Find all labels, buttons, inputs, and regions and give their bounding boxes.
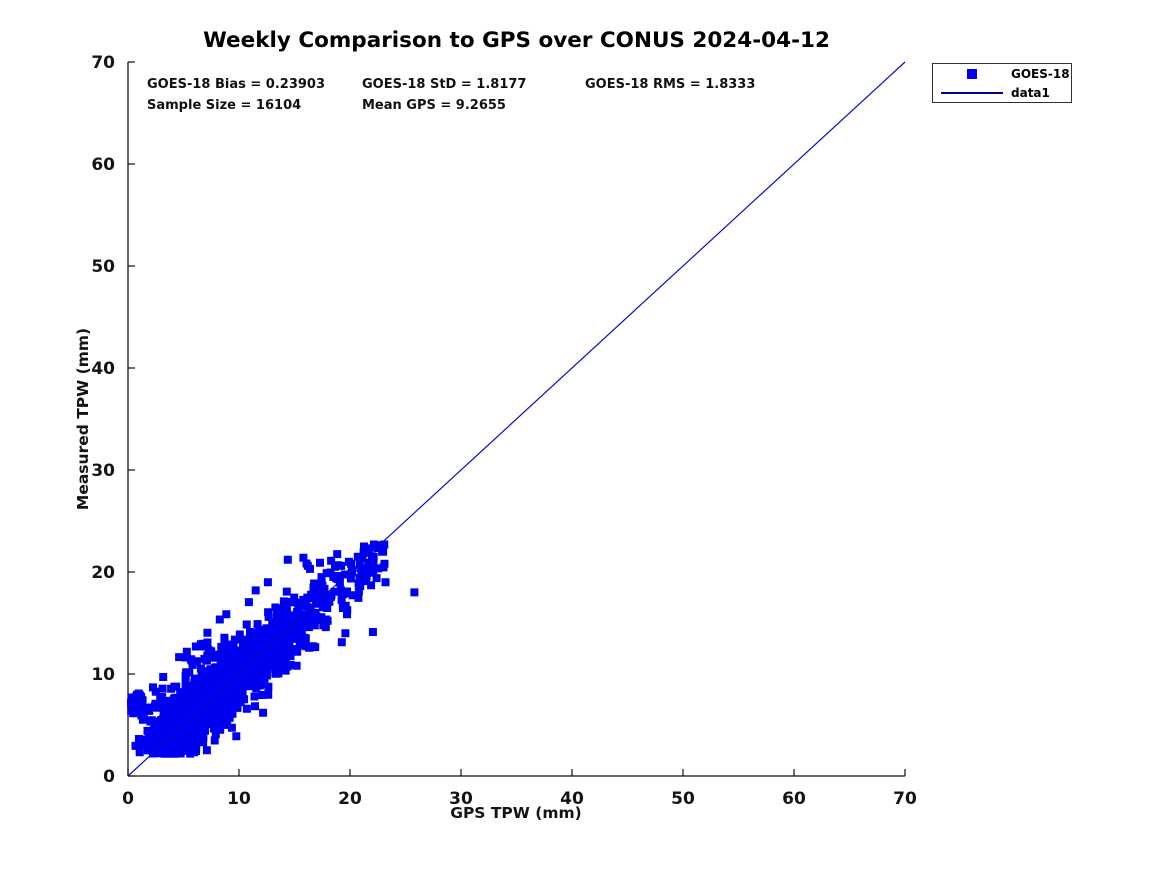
y-tick-label: 0 (103, 767, 115, 787)
axes-spines (127, 62, 905, 777)
y-tick-label: 20 (91, 563, 115, 583)
stat-rms: GOES-18 RMS = 1.8333 (585, 77, 756, 92)
x-tick-label: 70 (893, 789, 917, 809)
plot-title: Weekly Comparison to GPS over CONUS 2024… (203, 28, 830, 53)
legend-symbol-cell (933, 91, 1011, 94)
stat-bias: GOES-18 Bias = 0.23903 (147, 77, 326, 92)
x-tick-label: 10 (227, 789, 251, 809)
x-axis-label: GPS TPW (mm) (450, 804, 582, 822)
legend-label: GOES-18 (1011, 66, 1070, 81)
scatter-points (127, 540, 419, 758)
stat-std: GOES-18 StD = 1.8177 (362, 77, 527, 92)
x-tick-label: 60 (782, 789, 806, 809)
legend-item-goes18: GOES-18 (933, 64, 1071, 83)
x-tick-label: 50 (671, 789, 695, 809)
legend-symbol-cell (933, 68, 1011, 79)
axis-tick-labels: 0 10 20 30 40 50 60 70 0 10 20 30 40 50 60 70 (91, 53, 917, 809)
y-tick-label: 60 (91, 155, 115, 175)
x-tick-label: 30 (449, 789, 473, 809)
y-tick-label: 50 (91, 257, 115, 277)
y-tick-label: 30 (91, 461, 115, 481)
stat-mean-gps: Mean GPS = 9.2655 (362, 98, 506, 113)
y-tick-label: 70 (91, 53, 115, 73)
legend-box: GOES-18 data1 (932, 63, 1072, 103)
square-marker-icon (967, 68, 977, 79)
axis-ticks (127, 61, 906, 777)
identity-line (127, 61, 906, 777)
stat-sample-size: Sample Size = 16104 (147, 98, 302, 113)
line-sample-icon (941, 91, 1003, 94)
x-tick-label: 20 (338, 789, 362, 809)
x-tick-label: 0 (122, 789, 134, 809)
legend-label: data1 (1011, 85, 1050, 100)
legend-item-data1: data1 (933, 83, 1071, 102)
y-axis-label: Measured TPW (mm) (74, 328, 92, 510)
x-tick-label: 40 (560, 789, 584, 809)
y-tick-label: 40 (91, 359, 115, 379)
y-tick-label: 10 (91, 665, 115, 685)
